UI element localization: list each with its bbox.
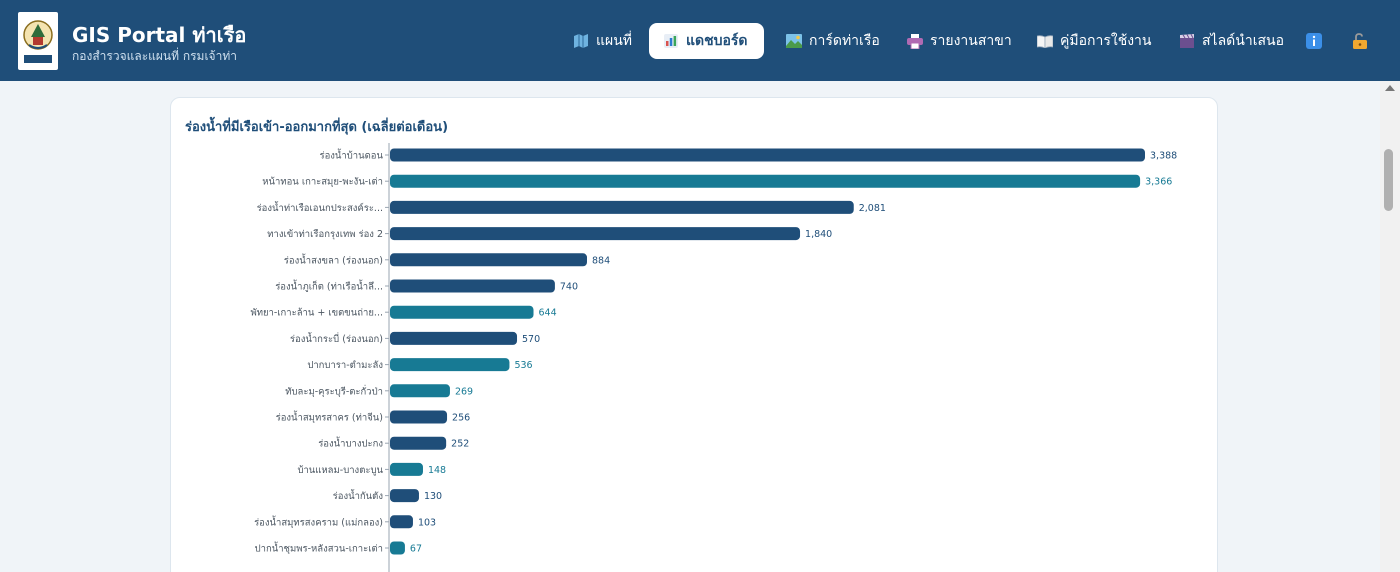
bar[interactable]: [390, 358, 510, 372]
info-icon[interactable]: [1306, 33, 1322, 49]
nav-slides-label: สไลด์นำเสนอ: [1202, 33, 1284, 49]
top-channels-bar-chart: ร่องน้ำบ้านดอน 3,388 หน้าทอน เกาะสมุย-พะงั…: [250, 143, 1177, 572]
page-scrollbar[interactable]: [1380, 81, 1400, 572]
bar[interactable]: [390, 200, 854, 214]
app-subtitle: กองสำรวจและแผนที่ กรมเจ้าท่า: [72, 49, 237, 63]
bar[interactable]: [390, 331, 518, 345]
clapperboard-icon: [1179, 33, 1195, 49]
picture-icon: [786, 33, 802, 49]
bar[interactable]: [390, 305, 534, 319]
nav-slides[interactable]: สไลด์นำเสนอ: [1165, 23, 1298, 59]
value-label: 67: [410, 544, 422, 555]
bar-chart-icon: [663, 33, 679, 49]
category-label: พัทยา-เกาะล้าน + เขตขนถ่าย...: [250, 308, 383, 319]
value-label: 644: [539, 308, 557, 319]
value-label: 148: [428, 465, 446, 476]
bar[interactable]: [390, 279, 555, 293]
category-label: ร่องน้ำสงขลา (ร่องนอก): [284, 253, 383, 266]
bar[interactable]: [390, 462, 423, 476]
value-label: 2,081: [859, 203, 886, 214]
category-label: ร่องน้ำกระบี่ (ร่องนอก): [290, 332, 383, 345]
category-label: ร่องน้ำกันตัง: [333, 489, 383, 502]
category-label: ร่องน้ำบ้านดอน: [319, 149, 383, 162]
bar[interactable]: [390, 515, 413, 529]
category-label: ร่องน้ำภูเก็ต (ท่าเรือน้ำลึ...: [275, 280, 383, 293]
bar[interactable]: [390, 253, 587, 267]
top-channels-card: ร่องน้ำที่มีเรือเข้า-ออกมากที่สุด (เฉลี่…: [170, 97, 1218, 572]
nav-port-cards-label: การ์ดท่าเรือ: [809, 33, 880, 49]
unlock-icon[interactable]: [1352, 33, 1368, 49]
bar[interactable]: [390, 384, 450, 398]
value-label: 536: [514, 360, 532, 371]
value-label: 252: [451, 439, 469, 450]
bar[interactable]: [390, 227, 801, 241]
chart-title: ร่องน้ำที่มีเรือเข้า-ออกมากที่สุด (เฉลี่…: [185, 120, 449, 135]
nav-branch-report-label: รายงานสาขา: [930, 33, 1012, 49]
scroll-up-arrow-icon[interactable]: [1385, 85, 1395, 91]
value-label: 3,366: [1145, 177, 1172, 188]
value-label: 103: [418, 517, 436, 528]
nav-port-cards[interactable]: การ์ดท่าเรือ: [772, 23, 894, 59]
map-icon: [573, 33, 589, 49]
bar[interactable]: [390, 541, 405, 555]
category-label: ทางเข้าท่าเรือกรุงเทพ ร่อง 2: [267, 229, 383, 240]
nav-user-manual[interactable]: คู่มือการใช้งาน: [1023, 23, 1165, 59]
category-label: หน้าทอน เกาะสมุย-พะงัน-เต่า: [262, 177, 383, 188]
printer-icon: [907, 33, 923, 49]
value-label: 130: [424, 491, 442, 502]
book-icon: [1037, 33, 1053, 49]
value-label: 884: [592, 255, 610, 266]
category-label: ร่องน้ำบางปะกง: [318, 437, 383, 450]
category-label: ร่องน้ำสมุทรสาคร (ท่าจีน): [276, 411, 383, 424]
bar[interactable]: [390, 436, 447, 450]
nav-map-label: แผนที่: [596, 33, 633, 49]
category-label: ทับละมุ-คุระบุรี-ตะกั่วป่า: [285, 384, 383, 397]
scroll-thumb[interactable]: [1384, 149, 1393, 211]
nav-dashboard[interactable]: แดชบอร์ด: [649, 23, 764, 59]
nav-branch-report[interactable]: รายงานสาขา: [893, 23, 1026, 59]
bar[interactable]: [390, 148, 1145, 162]
app-title: GIS Portal ท่าเรือ: [72, 23, 247, 47]
top-navbar: GIS Portal ท่าเรือ กองสำรวจและแผนที่ กรม…: [0, 0, 1400, 81]
value-label: 3,388: [1150, 151, 1177, 162]
value-label: 740: [560, 282, 578, 293]
bar[interactable]: [390, 410, 448, 424]
nav-map[interactable]: แผนที่: [559, 23, 646, 59]
nav-user-manual-label: คู่มือการใช้งาน: [1060, 33, 1152, 49]
category-label: ร่องน้ำสมุทรสงคราม (แม่กลอง): [254, 515, 383, 528]
category-label: บ้านแหลม-บางตะบูน: [297, 465, 383, 476]
value-label: 570: [522, 334, 540, 345]
category-label: ปากน้ำชุมพร-หลังสวน-เกาะเต่า: [255, 542, 383, 555]
nav-dashboard-label: แดชบอร์ด: [686, 33, 748, 49]
marine-department-logo: [18, 12, 58, 70]
value-label: 256: [452, 413, 470, 424]
category-label: ปากบารา-ตำมะลัง: [307, 360, 383, 371]
bar[interactable]: [390, 174, 1141, 188]
value-label: 1,840: [805, 229, 832, 240]
value-label: 269: [455, 386, 473, 397]
category-label: ร่องน้ำท่าเรือเอนกประสงค์ระ...: [257, 201, 383, 214]
bar[interactable]: [390, 489, 419, 503]
